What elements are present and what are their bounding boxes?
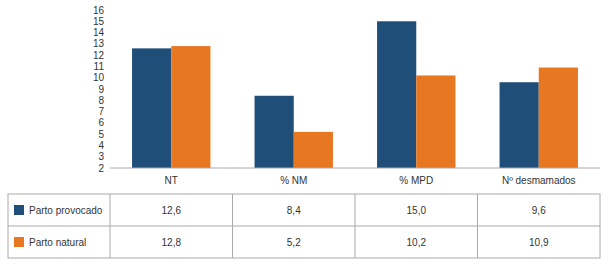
bar bbox=[416, 75, 455, 168]
table-value: 10,2 bbox=[407, 237, 427, 248]
y-tick-label: 16 bbox=[93, 5, 105, 16]
y-tick-label: 14 bbox=[93, 27, 105, 38]
y-tick-label: 12 bbox=[93, 50, 105, 61]
x-axis-line bbox=[110, 168, 600, 169]
data-table: Parto provocado 12,6 8,4 15,0 9,6 Parto natur… bbox=[8, 194, 600, 258]
bar bbox=[171, 46, 210, 168]
y-tick-label: 8 bbox=[98, 95, 104, 106]
table-border bbox=[8, 194, 600, 258]
bar bbox=[539, 68, 578, 168]
y-tick-label: 13 bbox=[93, 38, 105, 49]
y-tick-label: 15 bbox=[93, 16, 105, 27]
y-tick-label: 9 bbox=[98, 84, 104, 95]
y-tick-label: 11 bbox=[94, 61, 105, 72]
chart: 2345678910111213141516 NT % NM % MPD Nº desm… bbox=[0, 0, 610, 265]
table-divider bbox=[110, 194, 111, 258]
y-tick-label: 6 bbox=[98, 117, 104, 128]
bar bbox=[377, 21, 416, 168]
table-divider bbox=[232, 194, 233, 258]
y-tick-label: 2 bbox=[98, 163, 104, 174]
table-value: 12,6 bbox=[162, 205, 182, 216]
bar bbox=[500, 82, 539, 168]
table-value: 9,6 bbox=[532, 205, 546, 216]
x-tick-label: Nº desmamados bbox=[502, 175, 576, 186]
table-divider bbox=[8, 226, 600, 227]
x-tick-label: % NM bbox=[280, 175, 307, 186]
y-tick-label: 4 bbox=[98, 140, 104, 151]
bar bbox=[132, 48, 171, 168]
x-tick-label: NT bbox=[165, 175, 178, 186]
x-tick-label: % MPD bbox=[399, 175, 433, 186]
legend-label: Parto natural bbox=[29, 237, 86, 248]
table-divider bbox=[477, 194, 478, 258]
bars bbox=[132, 21, 578, 168]
legend-swatch bbox=[14, 205, 24, 215]
legend-swatch bbox=[14, 237, 24, 247]
table-value: 8,4 bbox=[287, 205, 301, 216]
y-axis: 2345678910111213141516 bbox=[93, 5, 105, 174]
y-tick-label: 7 bbox=[98, 106, 104, 117]
legend-label: Parto provocado bbox=[29, 205, 103, 216]
table-value: 10,9 bbox=[529, 237, 549, 248]
y-tick-label: 5 bbox=[98, 129, 104, 140]
table-value: 5,2 bbox=[287, 237, 301, 248]
table-value: 15,0 bbox=[407, 205, 427, 216]
y-tick-label: 3 bbox=[98, 151, 104, 162]
bar bbox=[294, 132, 333, 168]
table-value: 12,8 bbox=[162, 237, 182, 248]
bar bbox=[255, 96, 294, 168]
y-tick-label: 10 bbox=[93, 72, 105, 83]
table-divider bbox=[355, 194, 356, 258]
